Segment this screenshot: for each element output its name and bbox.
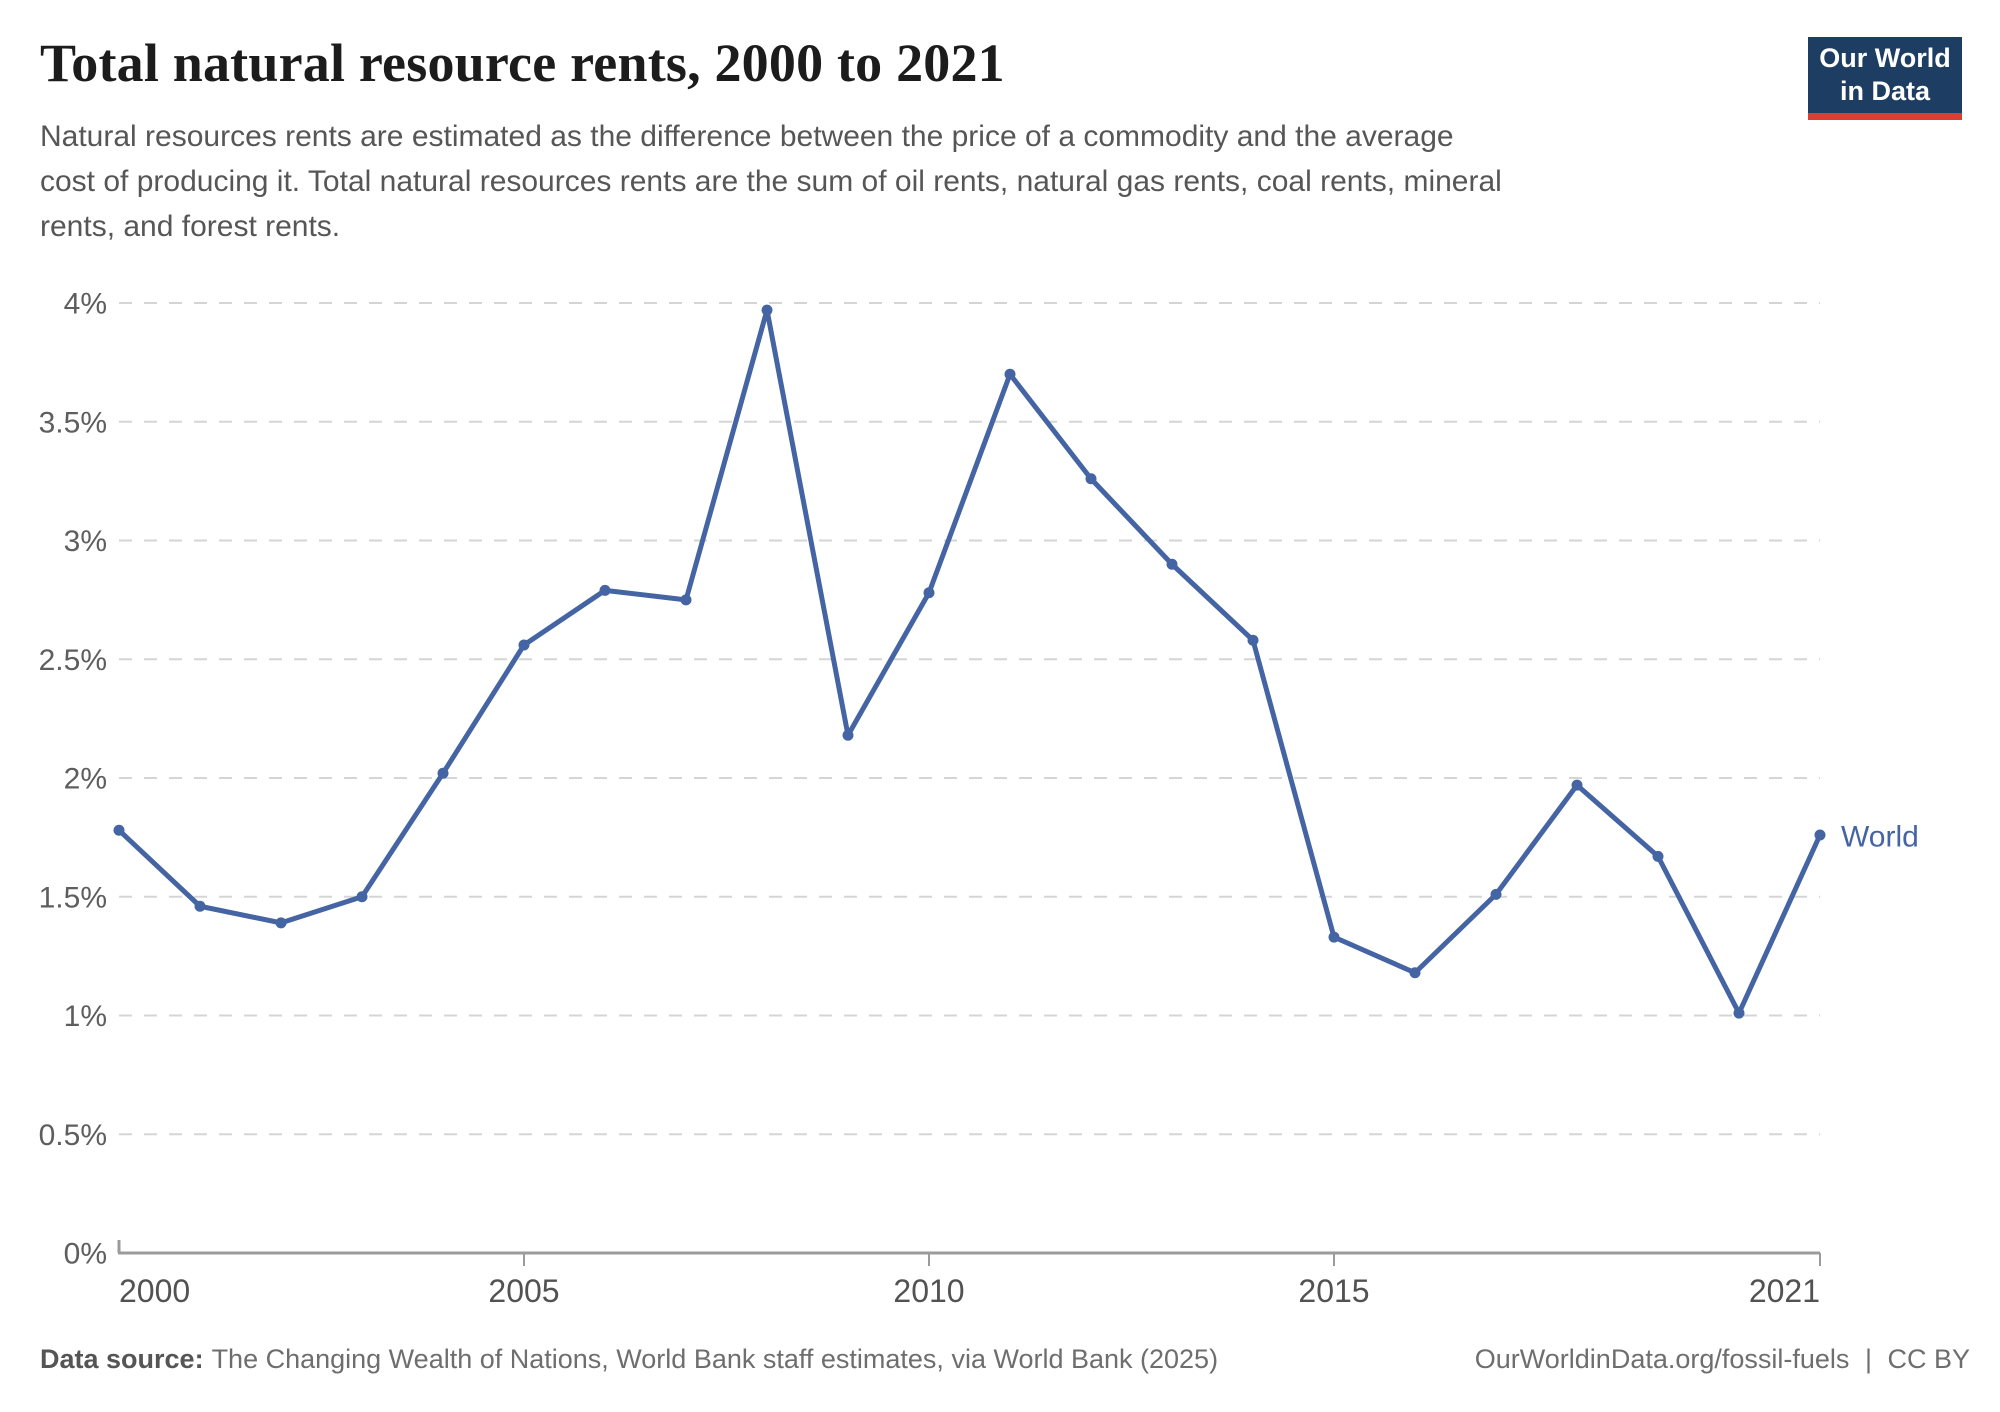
data-point-2003[interactable]	[356, 891, 368, 903]
y-tick-label: 3%	[64, 525, 107, 558]
owid-logo: Our World in Data	[1808, 37, 1962, 120]
data-point-2019[interactable]	[1652, 850, 1664, 862]
x-tick-label: 2010	[893, 1273, 964, 1309]
data-point-2018[interactable]	[1571, 779, 1583, 791]
data-point-2013[interactable]	[1166, 558, 1178, 570]
data-source-text: The Changing Wealth of Nations, World Ba…	[211, 1344, 1219, 1374]
chart-footer: Data source: The Changing Wealth of Natio…	[40, 1344, 1970, 1375]
y-tick-label: 4%	[64, 288, 107, 321]
data-point-2004[interactable]	[437, 767, 449, 779]
data-point-2008[interactable]	[761, 304, 773, 316]
data-point-2006[interactable]	[599, 584, 611, 596]
data-point-2011[interactable]	[1004, 368, 1016, 380]
data-point-2000[interactable]	[113, 824, 125, 836]
y-tick-label: 3.5%	[39, 406, 107, 439]
chart-subtitle: Natural resources rents are estimated as…	[40, 120, 1502, 243]
data-point-2012[interactable]	[1085, 473, 1097, 485]
y-tick-label: 1%	[64, 1000, 107, 1033]
data-point-2017[interactable]	[1490, 888, 1502, 900]
data-point-2021[interactable]	[1814, 829, 1826, 841]
y-tick-label: 2.5%	[39, 644, 107, 677]
owid-url[interactable]: OurWorldinData.org/fossil-fuels	[1474, 1344, 1850, 1374]
y-tick-label: 0.5%	[39, 1119, 107, 1152]
footer-separator: |	[1864, 1344, 1872, 1374]
data-point-2010[interactable]	[923, 587, 935, 599]
x-tick-label: 2000	[119, 1273, 190, 1309]
data-point-2001[interactable]	[194, 900, 206, 912]
y-tick-label: 0%	[64, 1238, 107, 1271]
page-title: Total natural resource rents, 2000 to 20…	[40, 33, 1005, 93]
data-point-2005[interactable]	[518, 639, 530, 651]
y-tick-label: 1.5%	[39, 881, 107, 914]
data-source-label: Data source:	[40, 1344, 204, 1374]
data-point-2009[interactable]	[842, 729, 854, 741]
world-series-line[interactable]	[116, 307, 1823, 1016]
owid-logo-line2: in Data	[1839, 76, 1931, 106]
footer-attribution: OurWorldinData.org/fossil-fuels | CC BY	[1475, 1344, 1970, 1375]
series-label-world[interactable]: World	[1841, 821, 1919, 854]
data-point-2007[interactable]	[680, 594, 692, 606]
data-point-2020[interactable]	[1733, 1007, 1745, 1019]
data-point-2016[interactable]	[1409, 967, 1421, 979]
data-source: Data source: The Changing Wealth of Natio…	[40, 1344, 1218, 1375]
license-label[interactable]: CC BY	[1887, 1344, 1970, 1374]
y-tick-label: 2%	[64, 763, 107, 796]
x-tick-label: 2021	[1749, 1273, 1820, 1309]
owid-logo-line1: Our World	[1819, 43, 1951, 73]
data-point-2002[interactable]	[275, 917, 287, 929]
x-tick-label: 2015	[1298, 1273, 1369, 1309]
x-tick-label: 2005	[488, 1273, 559, 1309]
data-point-2014[interactable]	[1247, 634, 1259, 646]
data-point-2015[interactable]	[1328, 931, 1340, 943]
